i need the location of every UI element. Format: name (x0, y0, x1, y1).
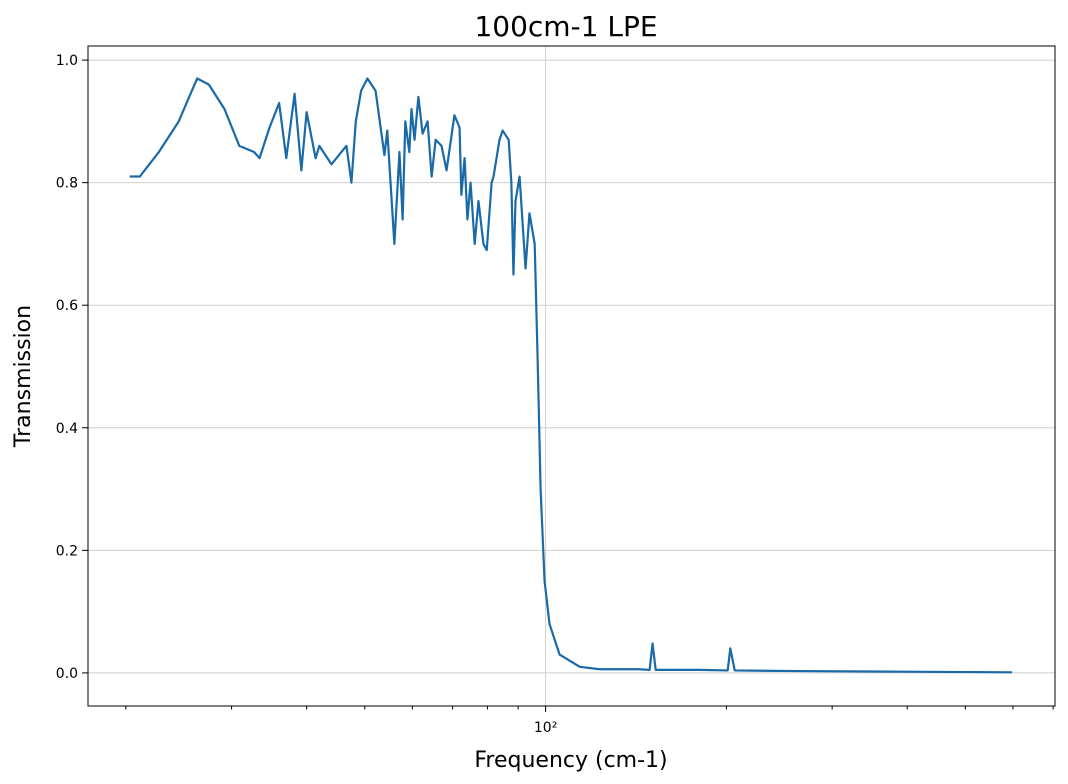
plot-frame (87, 45, 1056, 707)
y-axis-label: Transmission (11, 305, 36, 448)
y-tick-label: 0.2 (56, 543, 78, 559)
y-tick-label: 0.8 (56, 176, 78, 192)
x-axis-label: Frequency (cm-1) (474, 748, 667, 773)
data-line (129, 77, 1013, 674)
chart-title: 100cm-1 LPE (474, 10, 657, 43)
x-tick-label: 10² (534, 720, 557, 736)
y-tick-label: 0.0 (56, 666, 78, 682)
y-tick-label: 1.0 (56, 53, 78, 69)
y-tick-label: 0.4 (56, 421, 78, 437)
y-tick-label: 0.6 (56, 298, 78, 314)
